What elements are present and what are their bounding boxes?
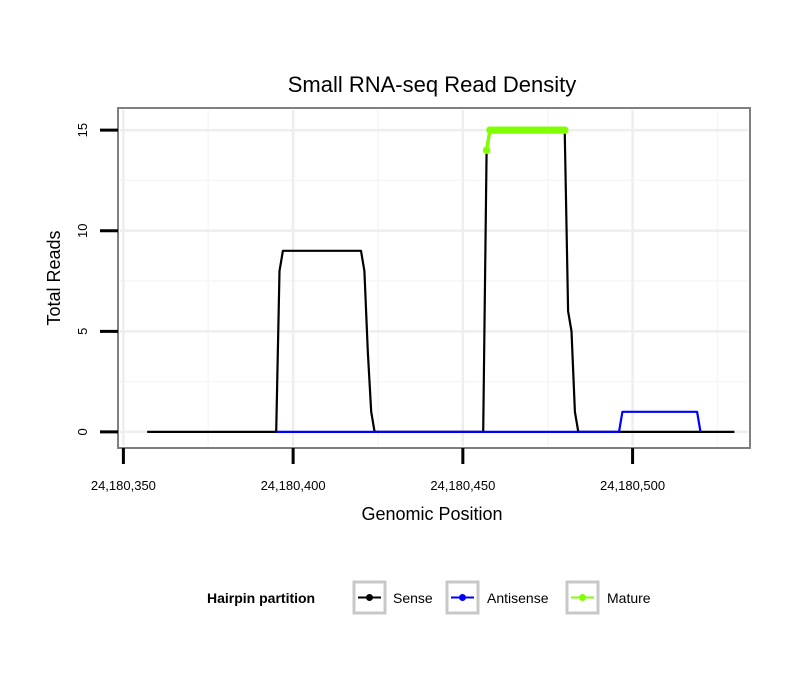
legend: Hairpin partition Sense Antisense Mature: [207, 580, 651, 615]
legend-item-mature: Mature: [565, 580, 651, 615]
y-tick-label-2: 10: [75, 223, 90, 237]
y-tick-label-0: 0: [75, 428, 90, 435]
plot-panel: [117, 107, 751, 449]
legend-label-mature: Mature: [607, 590, 651, 606]
series-line-antisense: [276, 410, 702, 433]
grid-lines: [120, 110, 748, 446]
legend-key-dot-antisense: [459, 594, 466, 601]
mature-point-23: [560, 126, 569, 134]
series-layer: [147, 126, 735, 433]
x-tick-label-1: 24,180,400: [261, 478, 326, 493]
legend-item-antisense: Antisense: [445, 580, 549, 615]
legend-item-sense: Sense: [352, 580, 433, 615]
y-axis-title: Total Reads: [44, 230, 64, 325]
legend-key-dot-mature: [579, 594, 586, 601]
mature-point-0: [482, 146, 491, 155]
chart-title: Small RNA-seq Read Density: [288, 72, 577, 97]
x-axis: 24,180,350 24,180,400 24,180,450 24,180,500: [91, 448, 665, 493]
x-tick-label-3: 24,180,500: [600, 478, 665, 493]
x-tick-label-2: 24,180,450: [430, 478, 495, 493]
y-axis: 0 5 10 15: [75, 123, 118, 436]
x-tick-label-0: 24,180,350: [91, 478, 156, 493]
x-axis-title: Genomic Position: [361, 504, 502, 524]
y-tick-label-3: 15: [75, 123, 90, 137]
y-tick-label-1: 5: [75, 328, 90, 335]
legend-label-sense: Sense: [393, 590, 433, 606]
legend-key-dot-sense: [366, 594, 373, 601]
legend-title: Hairpin partition: [207, 590, 315, 606]
legend-label-antisense: Antisense: [487, 590, 549, 606]
